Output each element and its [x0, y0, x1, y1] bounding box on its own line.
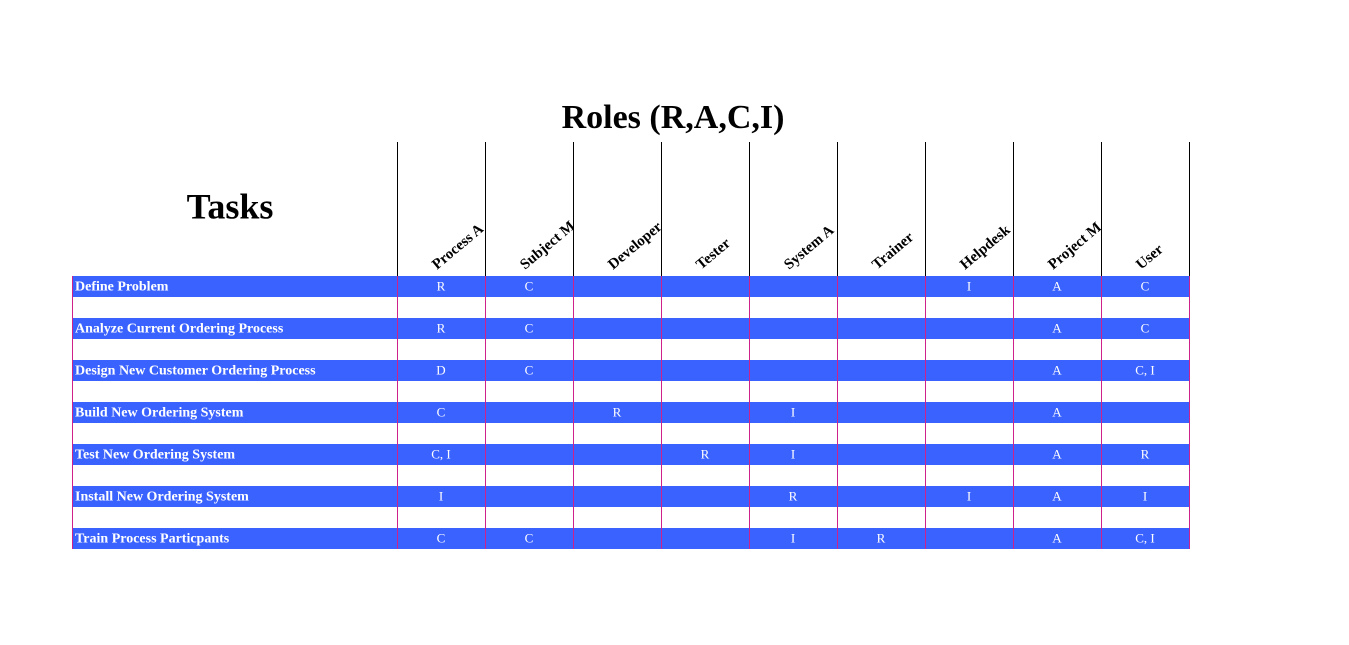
raci-cell: I: [439, 488, 443, 503]
raci-cell: A: [1052, 278, 1062, 293]
role-label: Tester: [693, 235, 734, 273]
role-label: Trainer: [869, 229, 917, 273]
task-row-bg: [72, 402, 1189, 423]
raci-cell: C, I: [1135, 530, 1155, 545]
role-label: Process A: [429, 221, 487, 273]
task-name: Define Problem: [75, 280, 169, 295]
task-row-bg: [72, 528, 1189, 549]
role-label: Helpdesk: [957, 222, 1014, 273]
raci-cell: A: [1052, 404, 1062, 419]
raci-cell: R: [789, 488, 798, 503]
task-row-bg: [72, 486, 1189, 507]
task-name: Test New Ordering System: [75, 448, 235, 463]
raci-cell: I: [791, 530, 795, 545]
raci-cell: I: [1143, 488, 1147, 503]
role-header: Developer: [605, 219, 665, 273]
task-row-bg: [72, 318, 1189, 339]
role-header: Subject M: [517, 218, 578, 273]
raci-cell: A: [1052, 446, 1062, 461]
raci-cell: A: [1052, 488, 1062, 503]
task-row-bg: [72, 276, 1189, 297]
raci-cell: C: [437, 530, 446, 545]
task-row-bg: [72, 444, 1189, 465]
role-header: Tester: [693, 235, 734, 273]
task-name: Train Process Particpants: [75, 532, 230, 547]
raci-cell: R: [437, 278, 446, 293]
task-name: Install New Ordering System: [75, 490, 249, 505]
raci-cell: R: [701, 446, 710, 461]
raci-cell: A: [1052, 530, 1062, 545]
raci-cell: I: [791, 404, 795, 419]
raci-cell: C: [1141, 278, 1150, 293]
role-label: User: [1133, 241, 1167, 273]
raci-cell: C, I: [1135, 362, 1155, 377]
role-label: Developer: [605, 219, 665, 273]
role-label: Project M: [1045, 219, 1105, 273]
raci-cell: R: [877, 530, 886, 545]
role-header: Project M: [1045, 219, 1105, 273]
role-header: Trainer: [869, 229, 917, 273]
role-header: Helpdesk: [957, 222, 1014, 273]
raci-cell: C: [1141, 320, 1150, 335]
role-label: Subject M: [517, 218, 578, 273]
title: Roles (R,A,C,I): [562, 99, 785, 136]
raci-cell: I: [967, 488, 971, 503]
task-name: Design New Customer Ordering Process: [75, 364, 316, 379]
raci-cell: R: [1141, 446, 1150, 461]
task-name: Build New Ordering System: [75, 406, 244, 421]
raci-cell: I: [791, 446, 795, 461]
role-header: System A: [781, 222, 837, 273]
raci-cell: C, I: [431, 446, 451, 461]
raci-cell: R: [437, 320, 446, 335]
raci-cell: C: [525, 278, 534, 293]
role-label: System A: [781, 222, 837, 273]
raci-cell: R: [613, 404, 622, 419]
raci-cell: C: [525, 362, 534, 377]
tasks-header: Tasks: [187, 186, 274, 226]
task-row-bg: [72, 360, 1189, 381]
raci-cell: D: [436, 362, 445, 377]
raci-cell: A: [1052, 362, 1062, 377]
raci-cell: C: [525, 320, 534, 335]
raci-cell: A: [1052, 320, 1062, 335]
role-header: User: [1133, 241, 1167, 273]
role-header: Process A: [429, 221, 487, 273]
raci-cell: I: [967, 278, 971, 293]
raci-cell: C: [437, 404, 446, 419]
task-name: Analyze Current Ordering Process: [75, 322, 284, 337]
raci-cell: C: [525, 530, 534, 545]
